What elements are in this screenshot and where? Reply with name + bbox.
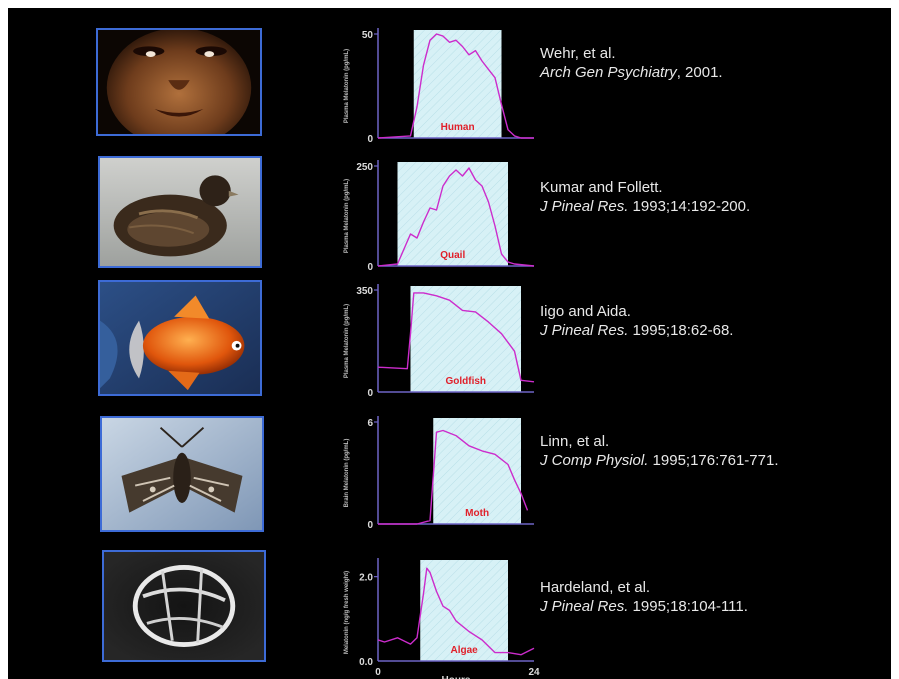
melatonin-series-line [377, 33, 534, 139]
reference-authors: Wehr, et al. [540, 45, 616, 62]
y-axis-label: Brain Melatonin (pg/mL) [344, 439, 350, 508]
chart-human: 50 0 Plasma Melatonin (pg/mL) Human [326, 18, 538, 145]
melatonin-series-line [377, 292, 535, 383]
chart-goldfish: 350 0 Plasma Melatonin (pg/mL) Goldfish [326, 274, 538, 399]
organism-label: Human [441, 122, 475, 133]
night-band [410, 286, 521, 392]
night-band [420, 560, 508, 661]
reference-journal: J Pineal Res. [540, 198, 629, 215]
y-axis-label: Melatonin (ng/g fresh weight) [344, 571, 350, 654]
y-tick-label: 6 [367, 418, 373, 429]
reference-human: Wehr, et al. Arch Gen Psychiatry, 2001. [540, 44, 880, 82]
human-face-photo [96, 28, 262, 136]
y-tick-label: 50 [362, 30, 374, 41]
reference-journal: J Pineal Res. [540, 322, 629, 339]
y-tick-label: 0 [367, 134, 373, 145]
reference-authors: Kumar and Follett. [540, 179, 663, 196]
chart-algae: 2.0 0.0 Melatonin (ng/g fresh weight) Algae… [326, 548, 540, 679]
chart-svg: 6 0 Brain Melatonin (pg/mL) Moth [344, 416, 534, 531]
reference-goldfish: Iigo and Aida. J Pineal Res. 1995;18:62-… [540, 302, 880, 340]
melatonin-series-line [378, 429, 529, 525]
y-tick-label: 250 [356, 162, 373, 173]
organism-label: Goldfish [445, 376, 486, 387]
algae-cell-photo [102, 550, 266, 662]
reference-moth: Linn, et al. J Comp Physiol. 1995;176:76… [540, 432, 880, 470]
x-tick-label: 24 [528, 667, 540, 678]
reference-citation: 1995;176:761-771. [648, 452, 779, 469]
chart-svg: 2.0 0.0 Melatonin (ng/g fresh weight) Algae… [344, 558, 540, 679]
goldfish-photo [98, 280, 262, 396]
reference-citation: 1995;18:104-111. [628, 598, 748, 615]
y-tick-label: 0 [367, 262, 373, 273]
y-axis-label: Plasma Melatonin (pg/mL) [344, 304, 350, 378]
reference-quail: Kumar and Follett. J Pineal Res. 1993;14… [540, 178, 880, 216]
chart-quail: 250 0 Plasma Melatonin (pg/mL) Quail [326, 150, 538, 273]
x-axis-label: Hours [442, 675, 471, 679]
night-band [433, 418, 521, 524]
y-axis-label: Plasma Melatonin (pg/mL) [344, 49, 350, 123]
x-tick-label: 0 [375, 667, 381, 678]
reference-authors: Iigo and Aida. [540, 303, 631, 320]
night-band [397, 162, 508, 266]
moth-photo [100, 416, 264, 532]
chart-moth: 6 0 Brain Melatonin (pg/mL) Moth [326, 406, 538, 531]
slide-background: 50 0 Plasma Melatonin (pg/mL) Human 250 0 Pla… [8, 8, 891, 679]
organism-label: Moth [465, 508, 489, 519]
y-axis-label: Plasma Melatonin (pg/mL) [344, 179, 350, 253]
reference-journal: J Pineal Res. [540, 598, 629, 615]
reference-citation: , 2001. [676, 64, 723, 81]
reference-algae: Hardeland, et al. J Pineal Res. 1995;18:… [540, 578, 880, 616]
reference-citation: 1995;18:62-68. [628, 322, 734, 339]
y-tick-label: 0 [367, 388, 373, 399]
chart-svg: 250 0 Plasma Melatonin (pg/mL) Quail [344, 160, 535, 273]
reference-authors: Hardeland, et al. [540, 579, 651, 596]
organism-label: Quail [440, 250, 465, 261]
y-tick-label: 2.0 [359, 573, 373, 584]
melatonin-series-line [377, 567, 535, 656]
chart-svg: 350 0 Plasma Melatonin (pg/mL) Goldfish [344, 284, 535, 399]
y-tick-label: 350 [356, 286, 373, 297]
y-tick-label: 0.0 [359, 657, 373, 668]
melatonin-series-line [377, 167, 535, 267]
reference-citation: 1993;14:192-200. [628, 198, 751, 215]
organism-label: Algae [451, 645, 479, 656]
reference-journal: J Comp Physiol. [540, 452, 649, 469]
reference-authors: Linn, et al. [540, 433, 610, 450]
y-tick-label: 0 [367, 520, 373, 531]
quail-photo [98, 156, 262, 268]
reference-journal: Arch Gen Psychiatry [540, 64, 677, 81]
chart-svg: 50 0 Plasma Melatonin (pg/mL) Human [344, 28, 534, 145]
